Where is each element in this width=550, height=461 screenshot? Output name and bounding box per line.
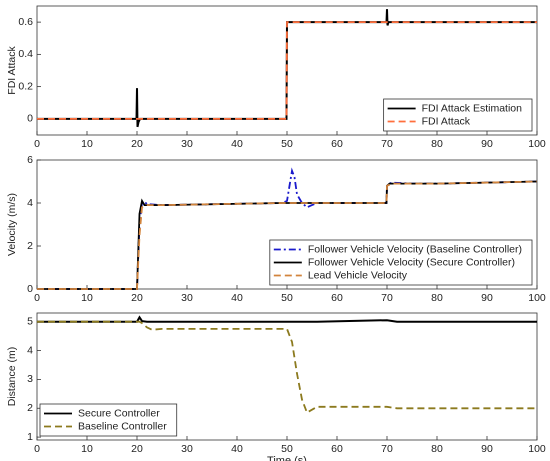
- y-tick-label: 0: [27, 113, 33, 125]
- y-tick-label: 3: [27, 373, 33, 385]
- series-line: [37, 21, 537, 120]
- series-line: [37, 315, 537, 323]
- y-axis-label: Velocity (m/s): [6, 193, 18, 256]
- x-tick-label: 50: [281, 292, 293, 304]
- x-tick-label: 10: [81, 443, 93, 455]
- x-tick-label: 50: [281, 138, 293, 150]
- legend-box: [383, 98, 533, 132]
- x-tick-label: 40: [231, 443, 243, 455]
- x-tick-label: 30: [181, 292, 193, 304]
- x-tick-label: 20: [131, 443, 143, 455]
- y-tick-label: 0: [27, 283, 33, 295]
- series-line: [37, 180, 538, 290]
- x-tick-label: 50: [281, 443, 293, 455]
- legend-box: [269, 239, 533, 286]
- x-tick-label: 100: [528, 138, 546, 150]
- x-tick-label: 30: [181, 138, 193, 150]
- y-tick-label: 2: [27, 402, 33, 414]
- x-tick-label: 90: [481, 292, 493, 304]
- y-tick-label: 1: [27, 431, 33, 443]
- x-tick-label: 20: [131, 138, 143, 150]
- x-tick-label: 60: [331, 292, 343, 304]
- x-tick-label: 80: [431, 443, 443, 455]
- x-tick-label: 80: [431, 138, 443, 150]
- x-tick-label: 10: [81, 138, 93, 150]
- legend-label: Follower Vehicle Velocity (Secure Contro…: [308, 256, 515, 268]
- x-tick-label: 70: [381, 292, 393, 304]
- x-tick-label: 20: [131, 292, 143, 304]
- x-tick-label: 70: [381, 138, 393, 150]
- legend-label: FDI Attack: [422, 115, 471, 127]
- x-tick-label: 80: [431, 292, 443, 304]
- y-tick-label: 0.4: [18, 48, 33, 60]
- legend-label: Follower Vehicle Velocity (Baseline Cont…: [308, 243, 522, 255]
- y-tick-label: 6: [27, 154, 33, 166]
- x-tick-label: 100: [528, 292, 546, 304]
- x-tick-label: 60: [331, 443, 343, 455]
- x-tick-label: 100: [528, 443, 546, 455]
- x-tick-label: 0: [34, 292, 40, 304]
- x-tick-label: 0: [34, 138, 40, 150]
- legend-label: Lead Vehicle Velocity: [308, 269, 408, 281]
- x-tick-label: 10: [81, 292, 93, 304]
- legend-label: Baseline Controller: [78, 420, 167, 432]
- legend-label: Secure Controller: [78, 407, 160, 419]
- x-tick-label: 40: [231, 138, 243, 150]
- x-tick-label: 60: [331, 138, 343, 150]
- x-tick-label: 30: [181, 443, 193, 455]
- y-tick-label: 2: [27, 240, 33, 252]
- y-tick-label: 0.2: [18, 80, 33, 92]
- legend-label: FDI Attack Estimation: [422, 102, 523, 114]
- x-axis-label: Time (s): [267, 455, 307, 461]
- y-tick-label: 5: [27, 315, 33, 327]
- legend: Follower Vehicle Velocity (Baseline Cont…: [269, 239, 533, 286]
- x-tick-label: 90: [481, 443, 493, 455]
- y-axis-label: Distance (m): [6, 347, 18, 407]
- x-tick-label: 70: [381, 443, 393, 455]
- y-tick-label: 4: [27, 197, 33, 209]
- y-tick-label: 4: [27, 344, 33, 356]
- x-tick-label: 90: [481, 138, 493, 150]
- y-tick-label: 0.6: [18, 16, 33, 28]
- legend-box: [39, 403, 178, 437]
- x-tick-label: 40: [231, 292, 243, 304]
- y-axis-label: FDI Attack: [6, 46, 18, 95]
- x-tick-label: 0: [34, 443, 40, 455]
- series-line: [37, 320, 537, 414]
